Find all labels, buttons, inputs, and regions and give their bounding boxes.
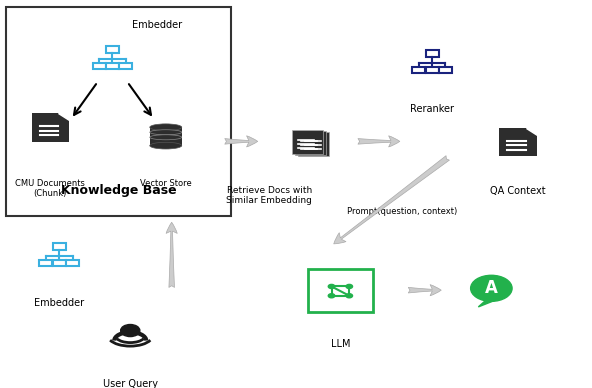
Text: CMU Documents
(Chunk): CMU Documents (Chunk) — [15, 178, 85, 198]
FancyBboxPatch shape — [292, 130, 323, 154]
Text: A: A — [485, 279, 498, 297]
FancyBboxPatch shape — [106, 63, 119, 69]
Text: Retrieve Docs with
Similar Embedding: Retrieve Docs with Similar Embedding — [226, 186, 313, 205]
FancyBboxPatch shape — [426, 50, 439, 57]
FancyBboxPatch shape — [53, 243, 66, 250]
FancyBboxPatch shape — [40, 260, 52, 267]
Text: Knowledge Base: Knowledge Base — [60, 184, 176, 197]
FancyBboxPatch shape — [298, 132, 329, 156]
FancyBboxPatch shape — [426, 67, 439, 73]
FancyBboxPatch shape — [499, 128, 536, 156]
FancyBboxPatch shape — [53, 260, 66, 267]
Circle shape — [346, 294, 352, 298]
Ellipse shape — [150, 124, 182, 131]
Polygon shape — [58, 113, 69, 120]
FancyBboxPatch shape — [413, 67, 425, 73]
Text: LLM: LLM — [331, 339, 350, 348]
Text: Embedder: Embedder — [132, 20, 182, 30]
Circle shape — [121, 324, 140, 336]
FancyBboxPatch shape — [32, 113, 69, 142]
Polygon shape — [526, 128, 536, 135]
Polygon shape — [478, 301, 494, 307]
FancyBboxPatch shape — [120, 63, 132, 69]
Text: Vector Store: Vector Store — [140, 178, 192, 187]
FancyBboxPatch shape — [308, 268, 373, 312]
Text: Embedder: Embedder — [34, 298, 84, 308]
FancyBboxPatch shape — [295, 131, 326, 155]
FancyBboxPatch shape — [93, 63, 105, 69]
Circle shape — [346, 284, 352, 289]
Text: QA Context: QA Context — [490, 186, 546, 196]
Ellipse shape — [150, 135, 182, 140]
Circle shape — [328, 294, 334, 298]
Circle shape — [471, 275, 512, 301]
Text: Reranker: Reranker — [410, 104, 454, 114]
FancyBboxPatch shape — [66, 260, 79, 267]
Circle shape — [328, 284, 334, 289]
Text: User Query: User Query — [103, 379, 157, 388]
FancyBboxPatch shape — [106, 46, 119, 53]
FancyBboxPatch shape — [6, 7, 231, 216]
Text: Prompt(question, context): Prompt(question, context) — [348, 207, 458, 216]
Ellipse shape — [150, 142, 182, 149]
FancyBboxPatch shape — [150, 127, 182, 146]
Ellipse shape — [150, 130, 182, 135]
FancyBboxPatch shape — [439, 67, 452, 73]
